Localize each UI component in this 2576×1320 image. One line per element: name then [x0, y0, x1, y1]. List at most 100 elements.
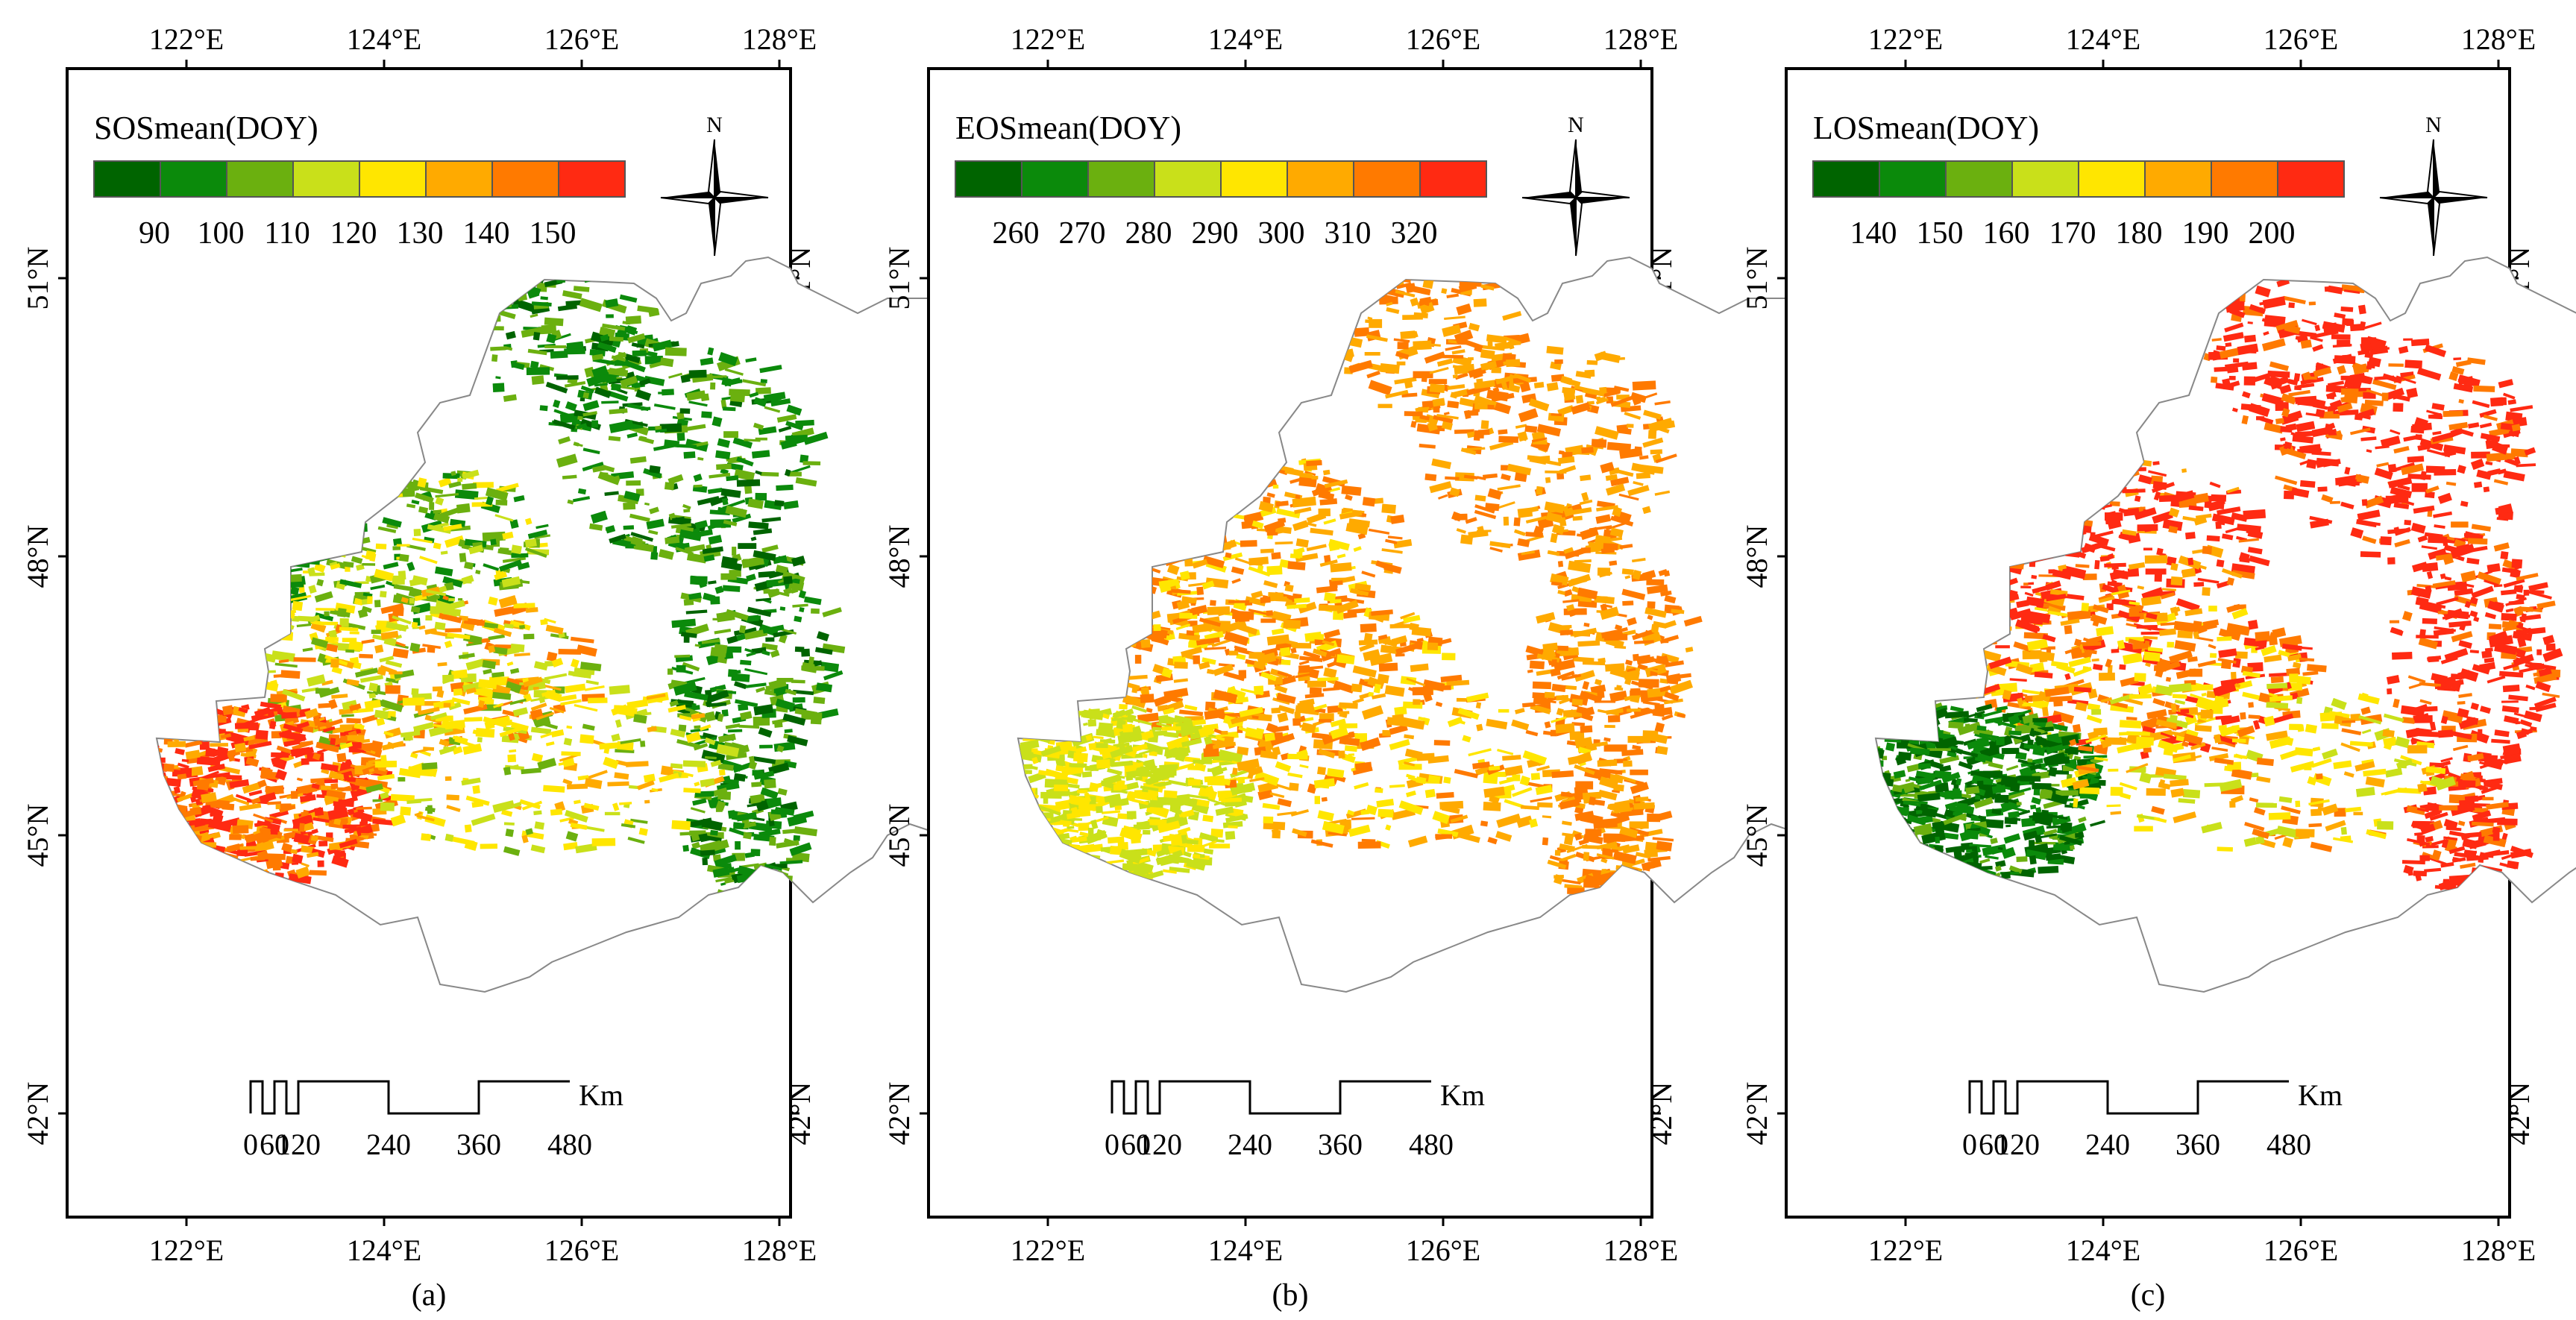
lon-label-top: 122°E: [1868, 22, 1943, 56]
scale-bar-tick: 60: [1979, 1128, 2008, 1161]
lat-label-right: 42°N: [1644, 1082, 1678, 1145]
lon-label-top: 124°E: [347, 22, 421, 56]
lon-label-bottom: 122°E: [149, 1233, 224, 1267]
scale-bar-tick: 360: [456, 1128, 501, 1161]
legend-value: 110: [264, 216, 310, 251]
scale-bar-tick: 480: [2266, 1128, 2311, 1161]
north-label: N: [1568, 113, 1584, 137]
legend-swatch: [2078, 160, 2146, 198]
legend-swatch: [292, 160, 360, 198]
scale-bar-tick: 240: [1228, 1128, 1272, 1161]
panel-caption: (c): [2131, 1278, 2166, 1313]
scale-bar-tick: 0: [1962, 1128, 1977, 1161]
legend-value: 200: [2249, 216, 2296, 251]
lon-label-top: 122°E: [1011, 22, 1085, 56]
lat-label-left: 45°N: [1740, 804, 1774, 867]
lon-label-bottom: 122°E: [1011, 1233, 1085, 1267]
lon-label-bottom: 128°E: [2461, 1233, 2536, 1267]
legend-swatch: [2011, 160, 2079, 198]
legend-value: 160: [1983, 216, 2030, 251]
lon-label-bottom: 122°E: [1868, 1233, 1943, 1267]
legend-value: 280: [1125, 216, 1172, 251]
legend-colorbar: [93, 160, 626, 198]
panel-caption: (b): [1272, 1278, 1309, 1313]
scale-bar-tick: 120: [276, 1128, 321, 1161]
legend-value: 310: [1325, 216, 1372, 251]
legend-title: EOSmean(DOY): [955, 110, 1181, 146]
lon-label-top: 128°E: [742, 22, 817, 56]
legend-value: 260: [993, 216, 1040, 251]
lat-label-left: 48°N: [21, 525, 54, 588]
scale-bar-tick: 60: [260, 1128, 289, 1161]
phenology-raster: [1876, 263, 2563, 908]
legend-swatch: [160, 160, 227, 198]
scale-bar-tick: 120: [1137, 1128, 1182, 1161]
legend-swatch: [1879, 160, 1947, 198]
region-outline: [1874, 256, 2576, 993]
legend-swatch: [359, 160, 427, 198]
scale-bar-tick: 60: [1121, 1128, 1151, 1161]
lat-label-right: 42°N: [2502, 1082, 2536, 1145]
legend-value: 130: [397, 216, 444, 251]
lon-label-bottom: 124°E: [1208, 1233, 1283, 1267]
scale-bar-unit: Km: [579, 1078, 623, 1112]
lat-label-right: 42°N: [783, 1082, 817, 1145]
legend-swatch: [1287, 160, 1354, 198]
legend-swatch: [2144, 160, 2212, 198]
legend-title: LOSmean(DOY): [1813, 110, 2039, 146]
panel-caption: (a): [412, 1278, 447, 1313]
lon-label-bottom: 126°E: [2264, 1233, 2338, 1267]
lon-label-top: 128°E: [1603, 22, 1678, 56]
legend-value: 170: [2049, 216, 2096, 251]
legend-swatch: [1812, 160, 1880, 198]
legend-value: 300: [1258, 216, 1305, 251]
legend-swatch: [955, 160, 1022, 198]
scale-bar-line: [1968, 1080, 2289, 1115]
legend-value: 150: [530, 216, 577, 251]
lon-label-top: 124°E: [2066, 22, 2140, 56]
lat-label-left: 45°N: [882, 804, 916, 867]
map-panel-c: 122°E 122°E 124°E 124°E 126°E 126°E 128°E 128°E…: [1740, 22, 2576, 1313]
scale-bar-tick: 480: [547, 1128, 592, 1161]
legend-value: 120: [330, 216, 377, 251]
scale-bar-line: [1110, 1080, 1431, 1115]
legend-swatch: [491, 160, 559, 198]
lat-label-left: 45°N: [21, 804, 54, 867]
scale-bar-unit: Km: [2298, 1078, 2343, 1112]
lon-label-bottom: 124°E: [2066, 1233, 2140, 1267]
lon-label-top: 126°E: [544, 22, 619, 56]
legend-value: 140: [463, 216, 510, 251]
north-arrow-icon: N: [660, 113, 769, 257]
north-arrow-icon: N: [1521, 113, 1630, 257]
scale-bar-tick: 0: [243, 1128, 258, 1161]
legend-swatch: [2211, 160, 2278, 198]
north-label: N: [706, 113, 723, 137]
legend-title: SOSmean(DOY): [94, 110, 318, 146]
lon-label-top: 124°E: [1208, 22, 1283, 56]
legend-value: 100: [198, 216, 245, 251]
legend-colorbar: [1812, 160, 2345, 198]
legend-swatch: [226, 160, 294, 198]
lon-label-top: 128°E: [2461, 22, 2536, 56]
scale-bar-tick: 360: [2176, 1128, 2220, 1161]
lon-label-bottom: 126°E: [544, 1233, 619, 1267]
scale-bar-tick: 240: [366, 1128, 411, 1161]
legend-swatch: [1087, 160, 1155, 198]
lon-label-top: 122°E: [149, 22, 224, 56]
scale-bar-tick: 480: [1409, 1128, 1454, 1161]
scale-bar-tick: 0: [1105, 1128, 1119, 1161]
lat-label-left: 48°N: [1740, 525, 1774, 588]
legend-value: 90: [139, 216, 170, 251]
north-arrow-icon: N: [2379, 113, 2488, 257]
legend-swatch: [1945, 160, 2013, 198]
lon-label-bottom: 128°E: [742, 1233, 817, 1267]
lat-label-left: 51°N: [21, 247, 54, 310]
scale-bar-tick: 240: [2085, 1128, 2130, 1161]
scale-bar-unit: Km: [1440, 1078, 1485, 1112]
legend-swatch: [1220, 160, 1288, 198]
lat-label-left: 42°N: [882, 1082, 916, 1145]
north-label: N: [2425, 113, 2442, 137]
legend-swatch: [425, 160, 493, 198]
legend-value: 140: [1850, 216, 1897, 251]
